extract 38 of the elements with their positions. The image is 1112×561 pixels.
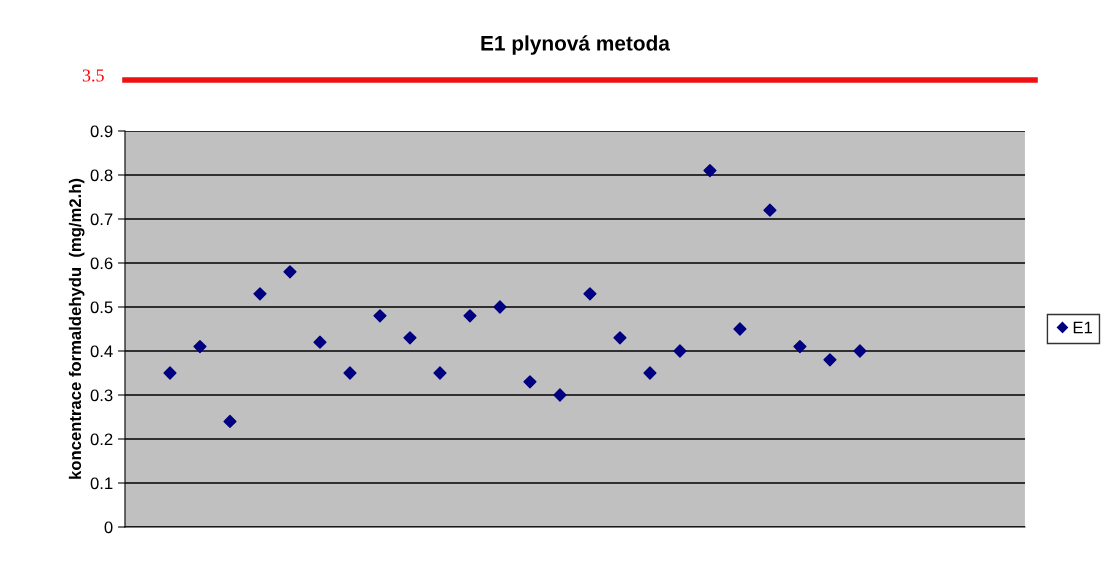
point: [733, 322, 747, 336]
y-tick-label: 0: [104, 521, 113, 534]
y-tick-label: 0.5: [90, 301, 113, 314]
point: [703, 164, 717, 178]
y-tick-label: 0.1: [90, 477, 113, 490]
y-tick-label: 0.3: [90, 389, 113, 402]
point: [373, 309, 387, 323]
point: [163, 366, 177, 380]
point: [343, 366, 357, 380]
point: [553, 388, 567, 402]
point: [283, 265, 297, 279]
point: [673, 344, 687, 358]
point: [763, 203, 777, 217]
legend-label: E1: [1073, 321, 1092, 334]
y-tick-label: 0.2: [90, 433, 113, 446]
y-axis-title: koncentrace formaldehydu (mg/m2.h): [68, 178, 85, 479]
point: [853, 344, 867, 358]
point: [613, 331, 627, 345]
point: [433, 366, 447, 380]
point: [193, 340, 207, 354]
point: [793, 340, 807, 354]
point: [583, 287, 597, 301]
text: 3.5: [82, 69, 104, 82]
point: [253, 287, 267, 301]
point: [823, 353, 837, 367]
y-tick-label: 0.8: [90, 169, 113, 182]
point: [493, 300, 507, 314]
chart-title: E1 plynová metoda: [481, 35, 671, 55]
point: [313, 335, 327, 349]
point: [223, 414, 237, 428]
y-tick-label: 0.6: [90, 257, 113, 270]
point: [643, 366, 657, 380]
y-tick-label: 0.7: [90, 213, 113, 226]
y-tick-label: 0.9: [90, 125, 113, 138]
point: [523, 375, 537, 389]
point: [403, 331, 417, 345]
y-tick-label: 0.4: [90, 345, 113, 358]
point: [463, 309, 477, 323]
